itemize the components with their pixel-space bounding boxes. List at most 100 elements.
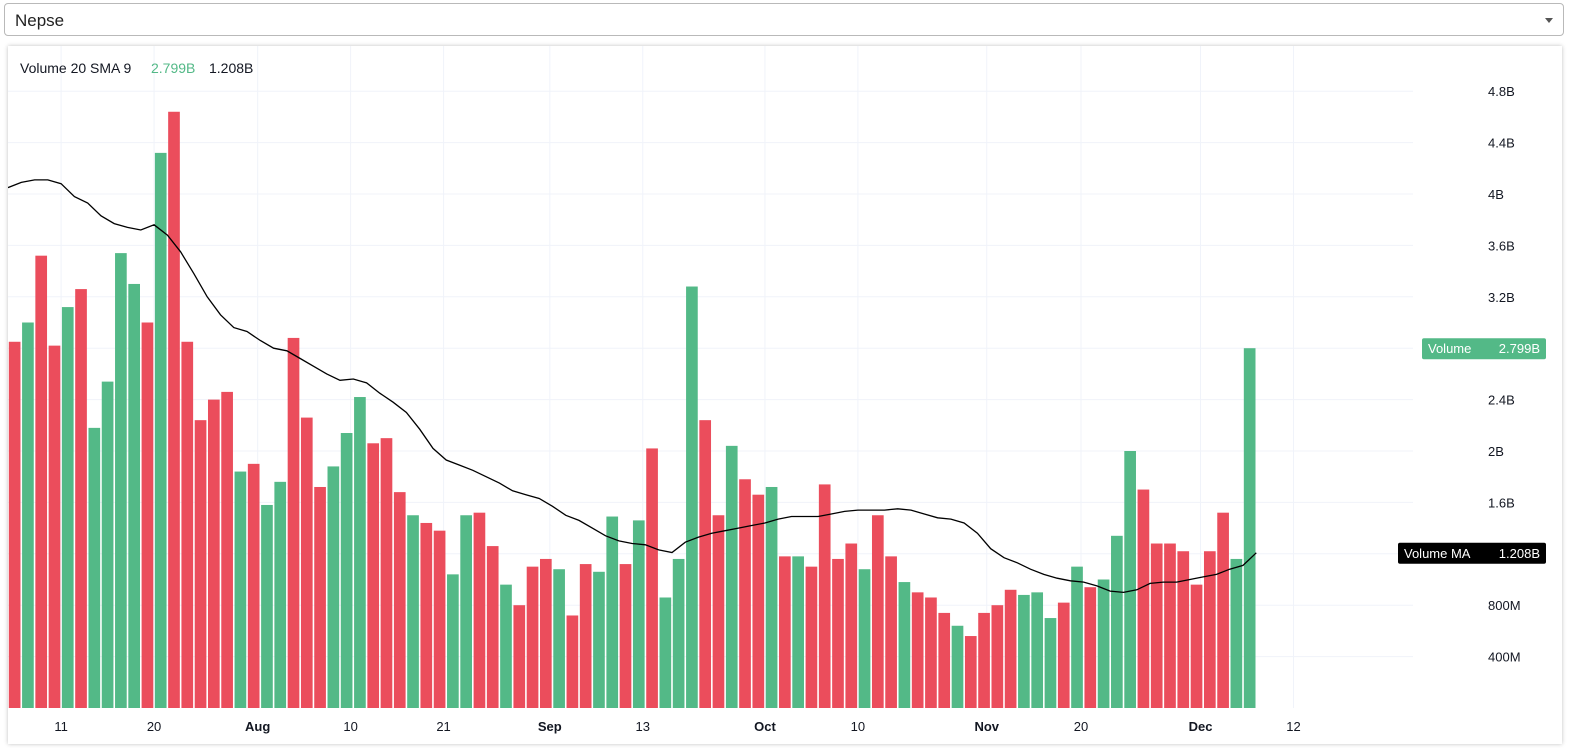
volume-ma-series: [8, 179, 1257, 594]
x-tick-label: Sep: [538, 719, 562, 734]
x-tick-label: Dec: [1189, 719, 1213, 734]
volume-bar: [141, 322, 154, 708]
x-tick-label: 10: [851, 719, 865, 734]
y-tick-label: 3.6B: [1488, 238, 1515, 253]
volume-bar: [792, 556, 804, 708]
volume-bar: [1044, 618, 1057, 708]
volume-bar: [978, 612, 990, 708]
volume-bar: [579, 564, 592, 708]
symbol-selector-value: Nepse: [15, 11, 65, 30]
volume-bar: [672, 558, 685, 708]
y-tick-label: 2.4B: [1488, 393, 1515, 408]
volume-bar: [659, 597, 672, 708]
y-axis: 400M800M1.2B1.6B2B2.4B2.8B3.2B3.6B4B4.4B…: [1488, 84, 1521, 664]
x-tick-label: 10: [343, 719, 357, 734]
volume-bar: [1230, 558, 1243, 708]
x-tick-label: 20: [1074, 719, 1088, 734]
y-tick-label: 4.4B: [1488, 136, 1515, 151]
volume-bar: [1203, 551, 1216, 708]
volume-bar: [22, 322, 34, 708]
volume-bar: [8, 341, 21, 708]
volume-chart[interactable]: 400M800M1.2B1.6B2B2.4B2.8B3.2B3.6B4B4.4B…: [8, 46, 1562, 744]
x-axis: 11 20 Aug 10 21 Sep 13 Oct 10 Nov 20 Dec 12: [54, 719, 1300, 734]
volume-bar: [885, 556, 897, 708]
x-tick-label: Oct: [754, 719, 776, 734]
volume-bar: [539, 558, 552, 708]
y-tick-label: 1.6B: [1488, 495, 1515, 510]
chevron-down-icon: [1545, 18, 1553, 23]
volume-bar: [1190, 584, 1203, 708]
volume-bar: [1177, 551, 1190, 708]
volume-bar: [274, 481, 287, 708]
y-tick-label: 400M: [1488, 650, 1521, 665]
volume-bar: [964, 636, 977, 708]
volume-bar: [606, 516, 619, 708]
volume-bar: [1084, 587, 1097, 708]
volume-bar: [420, 522, 433, 708]
x-tick-label: 12: [1286, 719, 1300, 734]
volume-bar: [925, 597, 937, 708]
volume-bar: [48, 345, 61, 708]
volume-bar: [686, 286, 698, 708]
volume-ma-line: [8, 179, 1257, 594]
volume-bar: [911, 592, 924, 708]
volume-bar: [1057, 602, 1070, 708]
volume-bar: [314, 486, 326, 708]
volume-bar: [1111, 535, 1123, 708]
volume-bar: [473, 512, 486, 708]
volume-bar: [101, 381, 114, 708]
volume-bar: [818, 484, 831, 708]
volume-bar: [938, 612, 951, 708]
volume-bar: [951, 625, 964, 708]
volume-bar: [1097, 579, 1110, 708]
ma-price-label-value: 1.208B: [1499, 546, 1540, 561]
volume-price-label: [1422, 338, 1546, 360]
volume-bar: [460, 515, 472, 708]
volume-bar: [991, 605, 1004, 708]
volume-bar: [1004, 589, 1017, 708]
volume-bar: [526, 566, 539, 708]
volume-bar: [261, 504, 273, 708]
volume-bar: [871, 515, 884, 708]
volume-bar: [619, 564, 632, 708]
volume-bar: [1217, 512, 1229, 708]
symbol-selector[interactable]: Nepse: [4, 3, 1564, 36]
chart-panel[interactable]: 400M800M1.2B1.6B2B2.4B2.8B3.2B3.6B4B4.4B…: [8, 46, 1562, 744]
volume-bar: [234, 471, 247, 708]
volume-bar: [380, 438, 393, 708]
volume-bar: [115, 253, 127, 709]
volume-bar: [1137, 489, 1150, 708]
volume-bar: [500, 584, 512, 708]
volume-bar: [805, 566, 818, 708]
x-tick-label: 11: [54, 719, 68, 734]
y-tick-label: 800M: [1488, 598, 1521, 613]
y-tick-label: 2B: [1488, 444, 1504, 459]
volume-price-label-name: Volume: [1428, 341, 1471, 356]
volume-bar: [181, 341, 194, 708]
volume-bar: [128, 283, 140, 708]
y-tick-label: 4.8B: [1488, 84, 1515, 99]
volume-bar: [632, 520, 645, 708]
volume-bar: [367, 443, 380, 708]
volume-bar: [354, 397, 366, 708]
volume-bar: [393, 492, 406, 708]
volume-bar: [858, 569, 871, 708]
volume-bar: [1124, 451, 1136, 708]
volume-price-label-value: 2.799B: [1499, 341, 1540, 356]
volume-bar: [1031, 592, 1044, 708]
volume-bar: [725, 445, 738, 708]
volume-bar: [832, 558, 844, 708]
volume-bar: [739, 479, 751, 708]
volume-bar: [845, 543, 858, 708]
volume-bar: [61, 307, 74, 708]
volume-bar: [340, 433, 353, 708]
volume-bar: [168, 111, 180, 708]
volume-bar: [593, 571, 605, 708]
volume-bar: [247, 463, 260, 708]
ma-price-label-name: Volume MA: [1404, 546, 1471, 561]
ma-price-label: [1398, 542, 1546, 564]
x-tick-label: Aug: [245, 719, 270, 734]
volume-bar: [752, 494, 765, 708]
volume-bar: [1243, 348, 1256, 708]
x-tick-label: 13: [636, 719, 650, 734]
